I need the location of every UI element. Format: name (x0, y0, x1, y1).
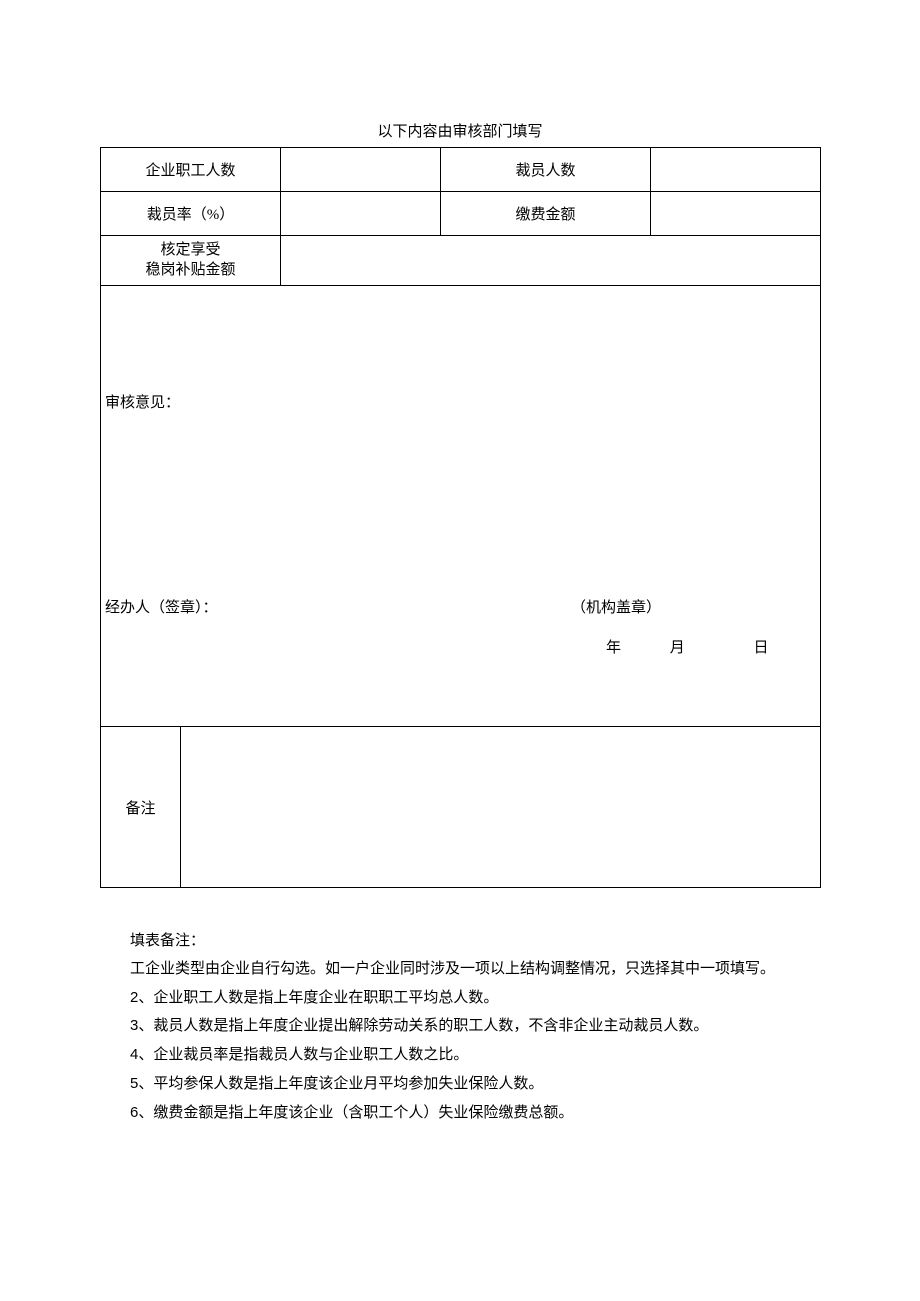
section-title: 以下内容由审核部门填写 (100, 120, 820, 141)
table-row: 企业职工人数 裁员人数 (101, 148, 821, 192)
note-text: 、企业裁员率是指裁员人数与企业职工人数之比。 (138, 1047, 468, 1063)
layoff-count-label: 裁员人数 (441, 148, 651, 192)
note-text: 、缴费金额是指上年度该企业（含职工个人）失业保险缴费总额。 (138, 1105, 573, 1121)
remark-label: 备注 (101, 727, 181, 888)
note-text: 、平均参保人数是指上年度该企业月平均参加失业保险人数。 (138, 1076, 543, 1092)
payment-amount-value (651, 192, 821, 236)
table-row: 审核意见： 经办人（签章）： （机构盖章） 年 月 日 (101, 286, 821, 727)
note-text: 、企业职工人数是指上年度企业在职职工平均总人数。 (138, 990, 498, 1006)
notes-section: 填表备注： 工企业类型由企业自行勾选。如一户企业同时涉及一项以上结构调整情况，只… (100, 928, 820, 1127)
remark-value (181, 727, 821, 888)
table-row: 备注 (101, 727, 821, 888)
subsidy-value (281, 236, 821, 286)
notes-line: 5、平均参保人数是指上年度该企业月平均参加失业保险人数。 (130, 1070, 820, 1099)
date-month: 月 (625, 636, 685, 657)
payment-amount-label: 缴费金额 (441, 192, 651, 236)
employee-count-value (281, 148, 441, 192)
handler-label: 经办人（签章）： (105, 596, 218, 617)
layoff-rate-label: 裁员率（%） (101, 192, 281, 236)
notes-heading: 填表备注： (130, 928, 820, 956)
opinion-cell: 审核意见： 经办人（签章）： （机构盖章） 年 月 日 (101, 286, 821, 727)
notes-line: 工企业类型由企业自行勾选。如一户企业同时涉及一项以上结构调整情况，只选择其中一项… (130, 956, 820, 984)
date-day: 日 (689, 636, 769, 657)
subsidy-line1: 核定享受 (161, 242, 221, 258)
date-year: 年 (561, 636, 621, 657)
table-row: 核定享受 稳岗补贴金额 (101, 236, 821, 286)
notes-line: 6、缴费金额是指上年度该企业（含职工个人）失业保险缴费总额。 (130, 1099, 820, 1128)
date-line: 年 月 日 (561, 636, 769, 657)
layoff-count-value (651, 148, 821, 192)
opinion-label: 审核意见： (105, 391, 180, 412)
subsidy-label: 核定享受 稳岗补贴金额 (101, 236, 281, 286)
subsidy-line2: 稳岗补贴金额 (146, 262, 236, 278)
document-page: 以下内容由审核部门填写 企业职工人数 裁员人数 裁员率（%） 缴费金额 核定享受… (0, 0, 920, 1301)
employee-count-label: 企业职工人数 (101, 148, 281, 192)
stamp-label: （机构盖章） (571, 596, 661, 617)
notes-line: 2、企业职工人数是指上年度企业在职职工平均总人数。 (130, 984, 820, 1013)
review-form-table: 企业职工人数 裁员人数 裁员率（%） 缴费金额 核定享受 稳岗补贴金额 审核意见… (100, 147, 821, 888)
layoff-rate-value (281, 192, 441, 236)
notes-line: 3、裁员人数是指上年度企业提出解除劳动关系的职工人数，不含非企业主动裁员人数。 (130, 1012, 820, 1041)
note-text: 、裁员人数是指上年度企业提出解除劳动关系的职工人数，不含非企业主动裁员人数。 (138, 1018, 708, 1034)
notes-line: 4、企业裁员率是指裁员人数与企业职工人数之比。 (130, 1041, 820, 1070)
table-row: 裁员率（%） 缴费金额 (101, 192, 821, 236)
